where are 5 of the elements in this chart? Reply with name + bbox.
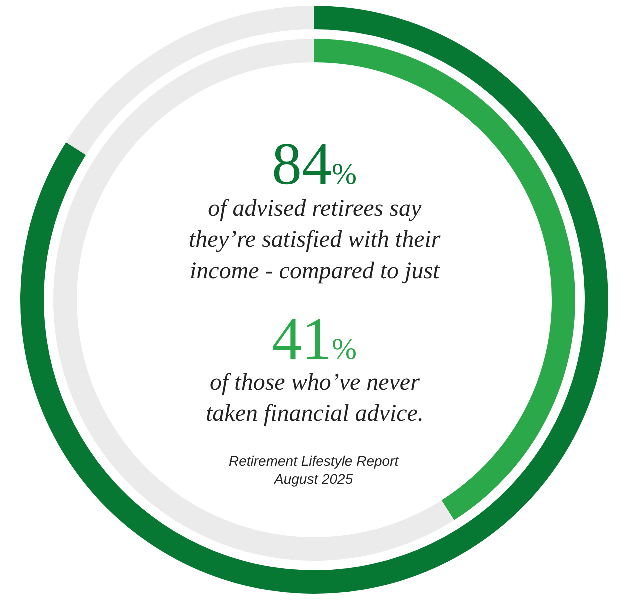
text: of advised retirees say they’re satisfied with their income - compared to just <box>189 196 442 284</box>
text: 84% <box>272 131 357 197</box>
text: Retirement Lifestyle Report August 2025 <box>229 453 400 488</box>
text: 41% <box>272 306 357 372</box>
text: of those who’ve never taken financial advice. <box>206 370 424 428</box>
